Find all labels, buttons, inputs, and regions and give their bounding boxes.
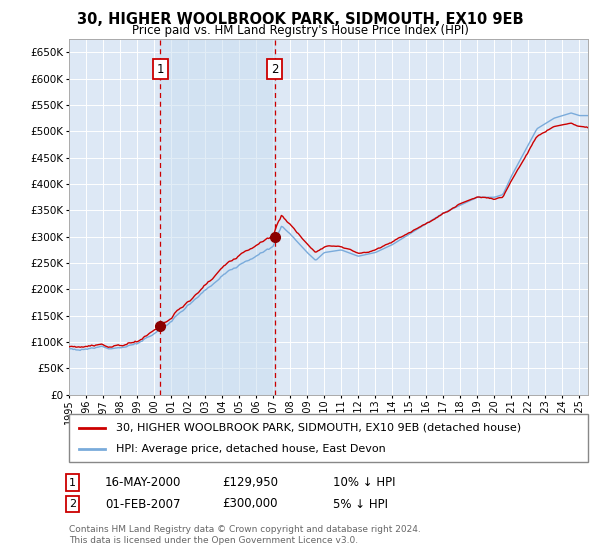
Text: 2: 2 (69, 499, 76, 509)
Text: 10% ↓ HPI: 10% ↓ HPI (333, 476, 395, 489)
Text: 30, HIGHER WOOLBROOK PARK, SIDMOUTH, EX10 9EB (detached house): 30, HIGHER WOOLBROOK PARK, SIDMOUTH, EX1… (116, 423, 521, 433)
Text: 5% ↓ HPI: 5% ↓ HPI (333, 497, 388, 511)
Text: 1: 1 (157, 63, 164, 76)
Text: £300,000: £300,000 (222, 497, 277, 511)
Text: 16-MAY-2000: 16-MAY-2000 (105, 476, 181, 489)
Text: Contains HM Land Registry data © Crown copyright and database right 2024.
This d: Contains HM Land Registry data © Crown c… (69, 525, 421, 545)
Text: £129,950: £129,950 (222, 476, 278, 489)
FancyBboxPatch shape (69, 414, 588, 462)
Text: Price paid vs. HM Land Registry's House Price Index (HPI): Price paid vs. HM Land Registry's House … (131, 24, 469, 37)
Text: 1: 1 (69, 478, 76, 488)
Bar (160, 39, 275, 395)
Text: 2: 2 (271, 63, 278, 76)
Text: 01-FEB-2007: 01-FEB-2007 (105, 497, 181, 511)
Text: HPI: Average price, detached house, East Devon: HPI: Average price, detached house, East… (116, 444, 385, 454)
Text: 30, HIGHER WOOLBROOK PARK, SIDMOUTH, EX10 9EB: 30, HIGHER WOOLBROOK PARK, SIDMOUTH, EX1… (77, 12, 523, 27)
